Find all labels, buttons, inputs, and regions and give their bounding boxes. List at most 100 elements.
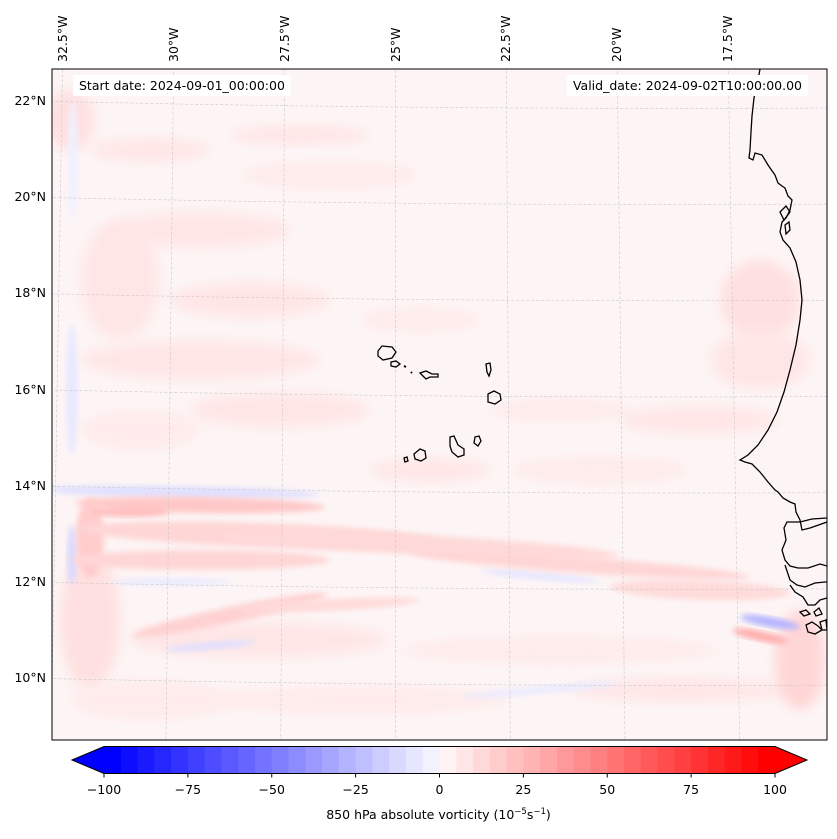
coastline-gambia-guinea — [781, 517, 827, 569]
weak-vorticity-patch — [720, 260, 800, 340]
island-sao-vicente — [390, 360, 402, 368]
meridian-gridline — [506, 69, 511, 740]
coastlines — [377, 69, 827, 635]
weak-vorticity-patch — [170, 282, 330, 318]
negative-vorticity-strip — [110, 578, 230, 586]
colorbar-tick-label: 100 — [763, 782, 787, 797]
meridian-gridline — [728, 69, 740, 740]
negative-vorticity-dipole — [740, 614, 800, 630]
weak-vorticity-patch — [230, 125, 370, 145]
valid-date-annotation: Valid_date: 2024-09-02T10:00:00.00 — [566, 75, 808, 96]
colorbar-tick-label: 0 — [435, 782, 444, 797]
latitude-label: 10°N — [14, 670, 46, 686]
island-fogo — [413, 448, 427, 462]
meridian-gridline — [280, 69, 285, 740]
island-santa-luzia — [403, 365, 407, 368]
negative-vorticity-strip — [480, 569, 600, 583]
weak-vorticity-patch — [90, 138, 210, 162]
positive-vorticity-band — [70, 550, 330, 570]
longitude-label: 30°W — [165, 27, 181, 62]
negative-vorticity-strip — [52, 485, 320, 499]
parallel-gridline — [52, 101, 827, 109]
weak-vorticity-patch — [60, 550, 120, 690]
map-frame — [51, 68, 828, 741]
weak-vorticity-patch — [620, 406, 780, 434]
positive-vorticity-band — [410, 550, 750, 580]
colorbar-tick-label: 25 — [515, 782, 532, 797]
positive-vorticity-band — [610, 579, 790, 601]
island-sao-nicolau — [418, 370, 439, 380]
parallel-gridline — [52, 485, 827, 494]
weak-vorticity-patch — [80, 340, 320, 380]
longitude-label: 25°W — [387, 27, 403, 62]
weak-vorticity-patch — [190, 392, 370, 428]
latitude-label: 14°N — [14, 477, 46, 493]
weak-vorticity-patch — [80, 220, 160, 340]
parallel-gridline — [52, 389, 827, 398]
latitude-label: 20°N — [14, 189, 46, 205]
colorbar-tick-label: −100 — [86, 782, 122, 797]
weak-vorticity-patch — [360, 308, 480, 332]
colorbar-title-exponent-2: −1 — [533, 807, 546, 817]
island-maio — [473, 435, 482, 447]
colorbar-title-exponent-1: −5 — [514, 807, 527, 817]
weak-vorticity-patch — [570, 678, 790, 702]
colorbar-tick-label: −75 — [174, 782, 202, 797]
longitude-label: 27.5°W — [276, 15, 292, 62]
weak-vorticity-patch — [710, 330, 810, 390]
start-date-annotation: Start date: 2024-09-01_00:00:00 — [73, 75, 291, 96]
coastline-inner-lagoon — [784, 220, 791, 236]
parallel-gridline — [52, 582, 827, 590]
island-santo-antao — [377, 345, 397, 361]
colorbar-tick-label: 50 — [599, 782, 616, 797]
coastline-guinea-bissau-south — [789, 584, 827, 606]
weak-vorticity-patch — [70, 680, 230, 720]
gridlines — [52, 69, 827, 740]
weak-vorticity-patch — [210, 686, 510, 714]
negative-vorticity-strip — [67, 525, 77, 585]
meridian-gridline — [617, 69, 626, 740]
island-branco — [410, 371, 413, 374]
colorbar-title: 850 hPa absolute vorticity (10−5s−1) — [0, 807, 837, 822]
longitude-label: 20°W — [609, 27, 625, 62]
weak-vorticity-patch — [110, 212, 290, 248]
island-bijagos-2 — [813, 606, 823, 617]
meridian-gridline — [52, 69, 63, 715]
meridian-gridline — [165, 69, 174, 740]
colorbar-title-units: s — [526, 807, 534, 822]
positive-vorticity-band — [220, 530, 620, 560]
island-bijagos-1 — [798, 609, 812, 617]
longitude-label: 22.5°W — [498, 15, 514, 62]
negative-vorticity-strip — [68, 100, 78, 220]
island-brava — [403, 456, 409, 463]
island-boa-vista — [487, 390, 502, 405]
coastline-mauritania-senegal — [738, 69, 827, 531]
weak-vorticity-patch — [80, 410, 200, 450]
colorbar-title-prefix: 850 hPa absolute vorticity (10 — [326, 807, 515, 822]
negative-vorticity-strip — [66, 325, 78, 455]
parallel-gridline — [52, 197, 827, 205]
latitude-label: 18°N — [14, 285, 46, 301]
negative-vorticity-strip — [165, 640, 255, 652]
weak-vorticity-patch — [370, 458, 490, 482]
positive-vorticity-band — [240, 597, 420, 613]
weak-vorticity-patch — [490, 398, 630, 422]
parallel-gridline — [52, 293, 827, 302]
weak-vorticity-patch — [775, 610, 825, 710]
coastline-dakar-inner — [779, 204, 791, 222]
island-sal — [485, 362, 492, 378]
weak-vorticity-patch — [240, 161, 420, 189]
island-bijagos-4 — [819, 619, 827, 631]
colorbar-title-suffix: ) — [545, 807, 551, 822]
colorbar-tick-label: −25 — [342, 782, 369, 797]
negative-vorticity-strip — [460, 681, 620, 699]
longitude-label: 32.5°W — [54, 15, 70, 62]
island-santiago — [449, 435, 465, 458]
coastline-guinea-bissau — [784, 564, 827, 588]
colorbar-tick-label: −50 — [258, 782, 285, 797]
latitude-label: 22°N — [14, 93, 46, 109]
colorbar-tick-label: 75 — [683, 782, 700, 797]
latitude-label: 12°N — [14, 573, 46, 589]
positive-vorticity-dipole — [732, 628, 788, 644]
